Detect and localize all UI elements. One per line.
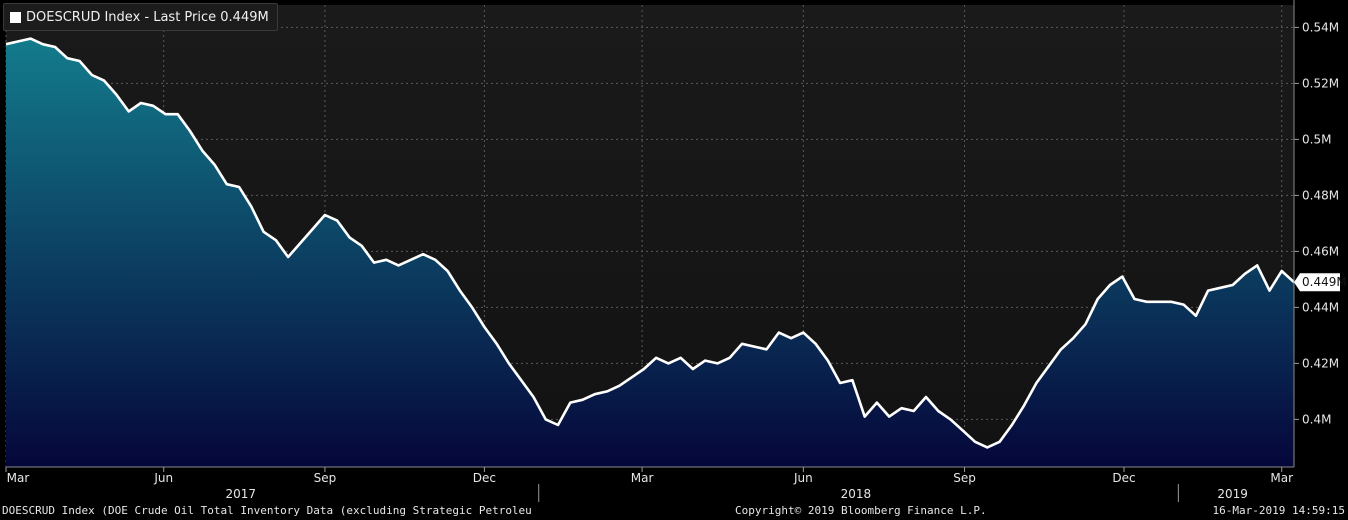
legend-label: DOESCRUD Index - Last Price 0.449M <box>26 9 269 25</box>
x-tick-label: Mar <box>1270 471 1293 485</box>
x-tick-label: Sep <box>314 471 337 485</box>
x-axis-ticks: Mar Jun Sep Dec Mar Jun Sep Dec Mar 2017 2018 2019 <box>5 467 1293 502</box>
footer-description: DOESCRUD Index (DOE Crude Oil Total Inve… <box>2 504 532 517</box>
legend-swatch-icon <box>10 11 21 23</box>
series-line <box>5 37 1295 449</box>
y-tick-label: 0.5M <box>1302 132 1331 146</box>
x-tick-label: Sep <box>953 471 976 485</box>
price-chart: 0.4M 0.42M 0.44M 0.46M 0.48M 0.5M 0.52M 0.54M M… <box>5 0 1347 502</box>
year-label: 2019 <box>1217 487 1248 501</box>
year-label: 2018 <box>841 487 872 501</box>
footer-timestamp: 16-Mar-2019 14:59:15 <box>1212 504 1345 517</box>
x-tick-label: Jun <box>153 471 173 485</box>
last-value-marker: 0.449M <box>1294 273 1347 292</box>
y-axis-ticks: 0.4M 0.42M 0.44M 0.46M 0.48M 0.5M 0.52M 0.54M <box>1294 20 1339 426</box>
last-value-label: 0.449M <box>1302 275 1347 289</box>
axes <box>6 0 1295 468</box>
y-tick-label: 0.54M <box>1302 20 1339 34</box>
legend: DOESCRUD Index - Last Price 0.449M <box>3 3 278 31</box>
year-label: 2017 <box>226 487 257 501</box>
last-value-badge <box>1294 273 1340 292</box>
y-tick-label: 0.44M <box>1302 300 1339 314</box>
footer-copyright: Copyright© 2019 Bloomberg Finance L.P. <box>735 504 987 517</box>
y-tick-label: 0.48M <box>1302 188 1339 202</box>
x-tick-label: Dec <box>1112 471 1135 485</box>
y-tick-label: 0.42M <box>1302 356 1339 370</box>
chart-footer: DOESCRUD Index (DOE Crude Oil Total Inve… <box>0 502 1348 520</box>
y-tick-label: 0.4M <box>1302 412 1331 426</box>
y-tick-label: 0.52M <box>1302 76 1339 90</box>
x-tick-label: Jun <box>793 471 813 485</box>
series-area <box>6 38 1294 467</box>
x-tick-label: Dec <box>473 471 496 485</box>
x-tick-label: Mar <box>631 471 654 485</box>
y-tick-label: 0.46M <box>1302 244 1339 258</box>
x-tick-label: Mar <box>7 471 30 485</box>
